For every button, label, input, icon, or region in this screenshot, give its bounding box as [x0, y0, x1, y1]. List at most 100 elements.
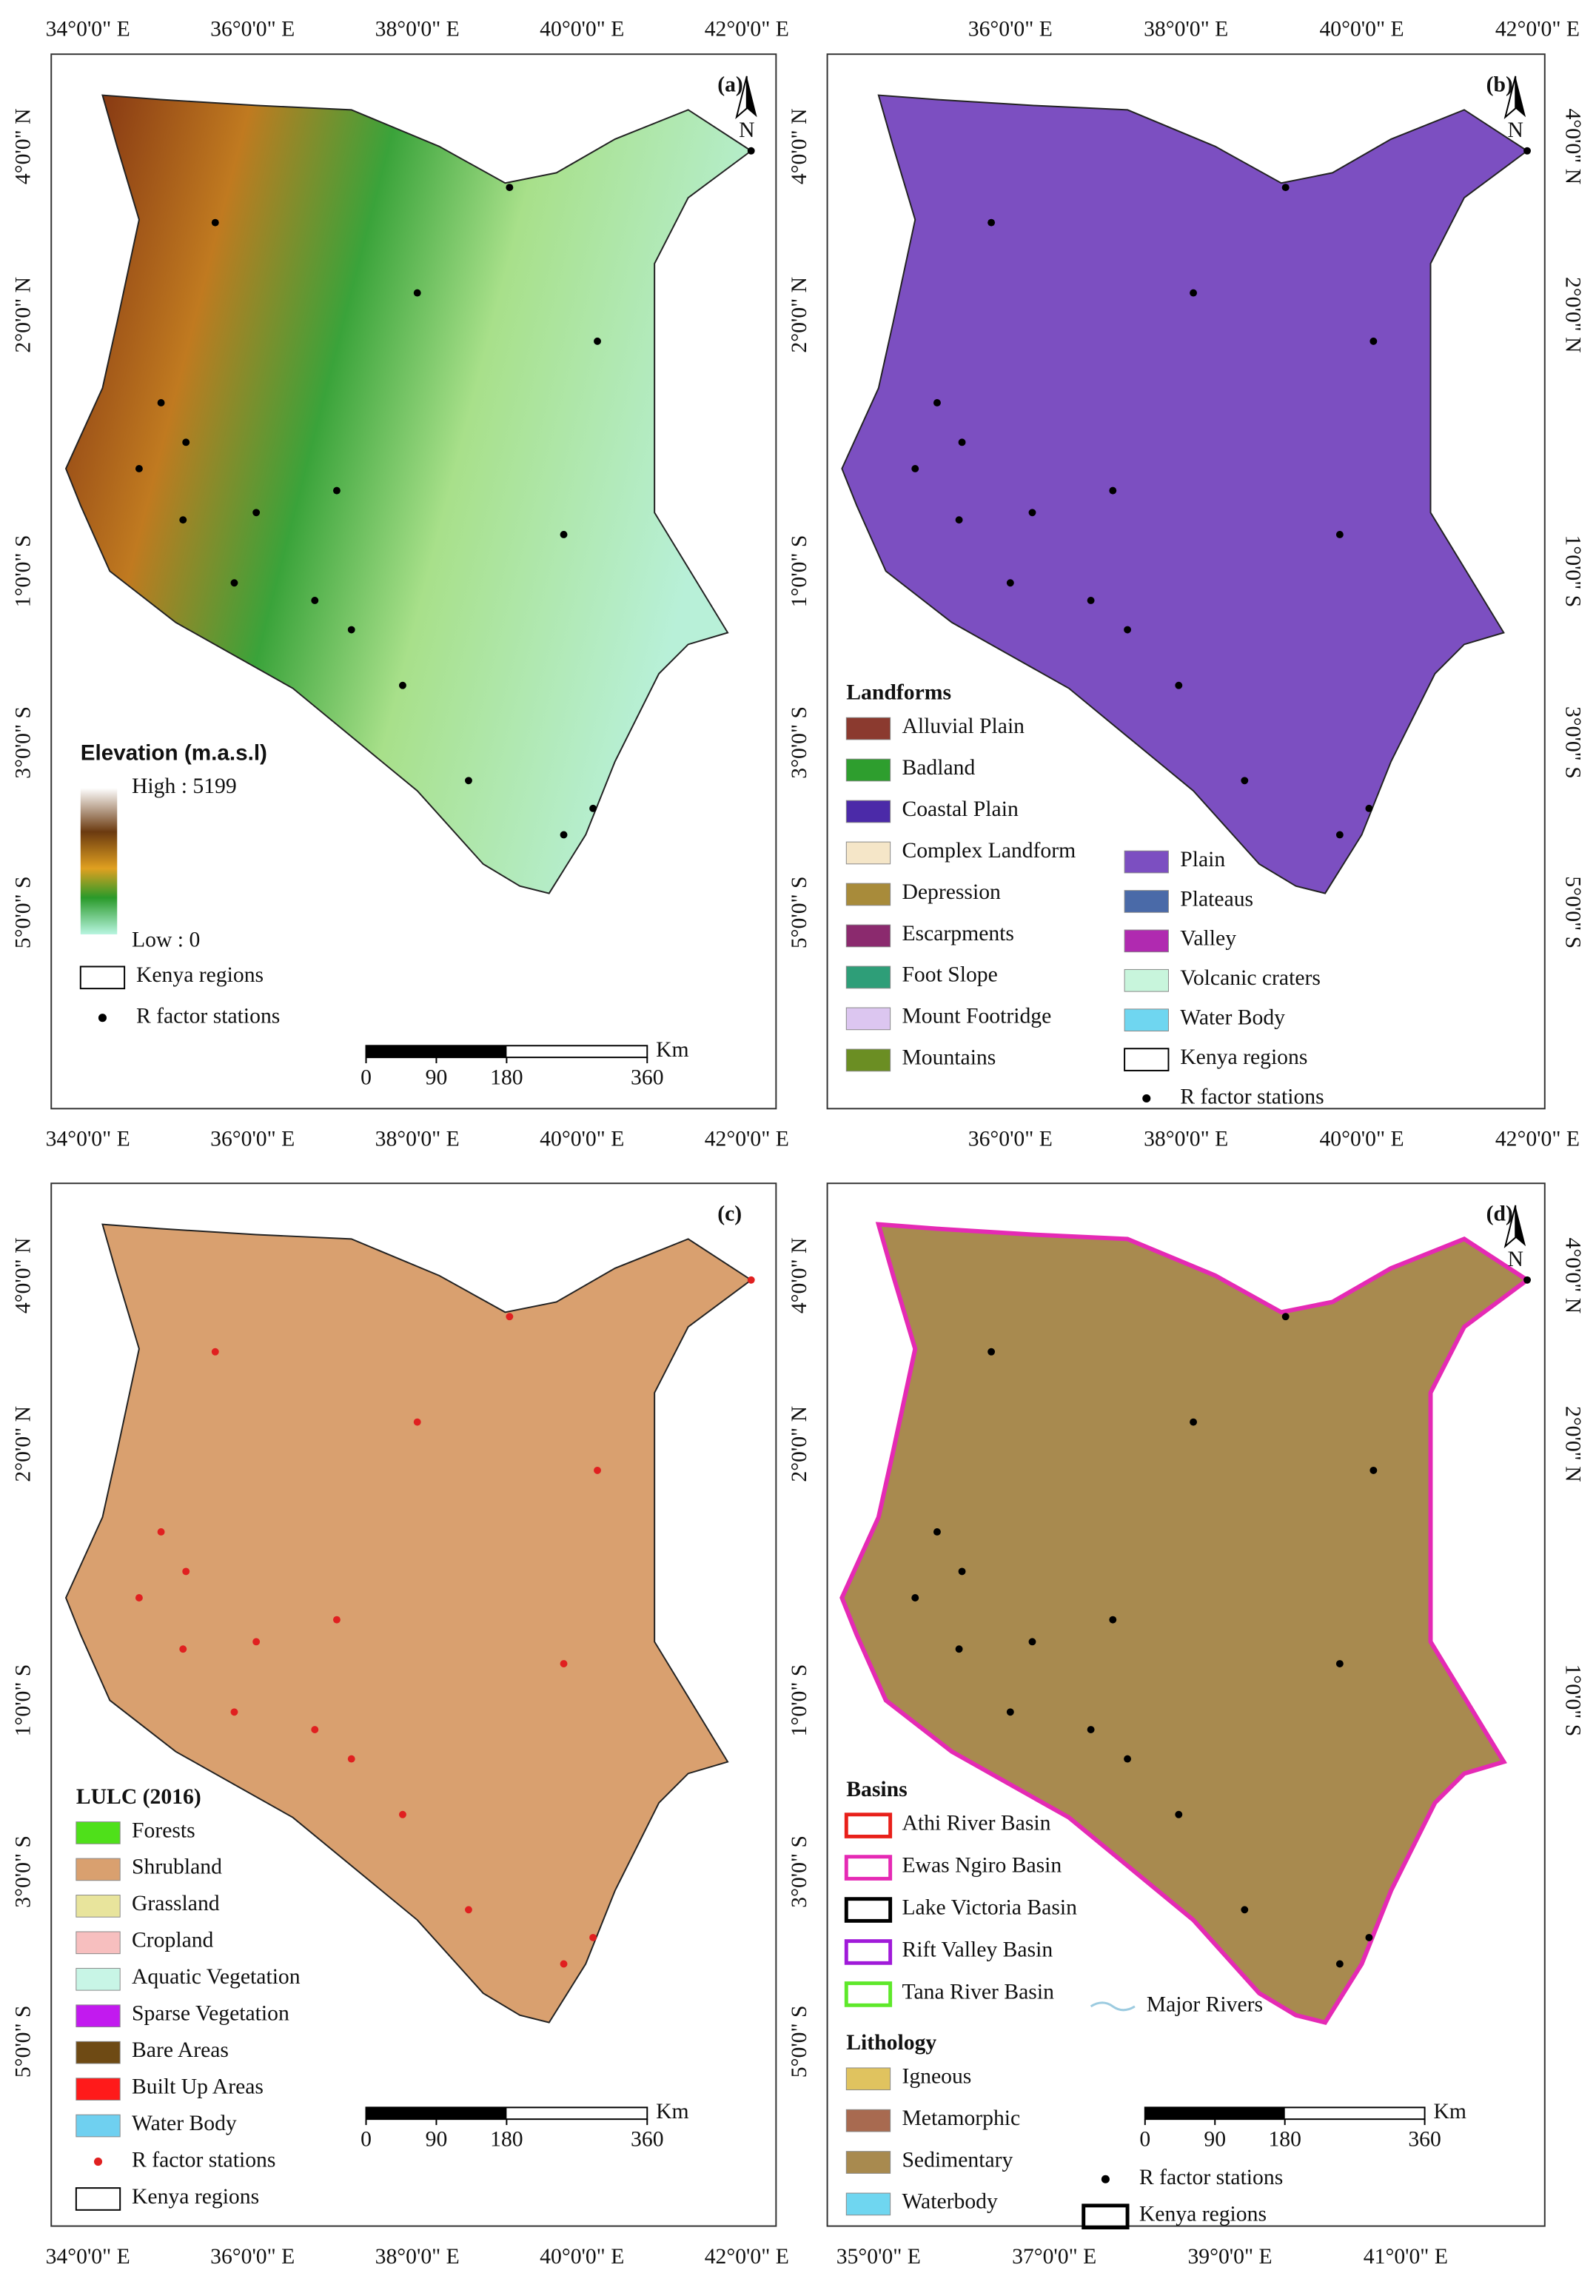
lat-label: 2°0'0" N: [11, 1406, 35, 1482]
legend-label: Major Rivers: [1147, 1993, 1263, 2017]
legend-label: Kenya regions: [136, 963, 264, 987]
legend-swatch: [845, 841, 891, 865]
scale-label: 90: [1204, 2128, 1226, 2152]
lon-label: 36°0'0" E: [210, 17, 295, 41]
lat-label: 4°0'0" N: [1561, 108, 1585, 184]
legend-swatch: [1124, 929, 1169, 953]
legend-swatch: [845, 2109, 891, 2132]
legend-label: Escarpments: [902, 922, 1014, 945]
legend-swatch: [845, 924, 891, 948]
legend-label: Tana River Basin: [902, 1980, 1054, 2004]
legend-label: Cropland: [132, 1929, 214, 1952]
legend-title: Elevation (m.a.s.l): [81, 741, 267, 766]
station-dot: [958, 438, 966, 446]
scale-label: 0: [361, 2128, 372, 2152]
figure-content: (a) N 34°0'0" E 36°0'0" E 38°0'0" E 40°0'0" E…: [11, 17, 1584, 2269]
legend-label: Water Body: [132, 2112, 237, 2135]
lon-label: 40°0'0" E: [540, 17, 624, 41]
lon-label: 34°0'0" E: [46, 2245, 130, 2269]
scale-unit: Km: [656, 1038, 688, 1062]
legend-swatch: [845, 2151, 891, 2174]
legend-label: Plain: [1180, 848, 1225, 871]
station-dot: [182, 438, 190, 446]
lat-label: 2°0'0" N: [1561, 1406, 1585, 1482]
station-dot: [1281, 1313, 1290, 1321]
legend-swatch: [845, 758, 891, 782]
legend-label: Built Up Areas: [132, 2075, 264, 2098]
legend-label: R factor stations: [132, 2148, 275, 2172]
legend-swatch: [76, 2041, 121, 2064]
station-dot: [1335, 1660, 1344, 1667]
legend-swatch: [76, 1895, 121, 1918]
kenya-map: [64, 94, 753, 894]
station-dot: [465, 1906, 472, 1914]
legend-swatch: [844, 1813, 893, 1838]
station-dot: [1006, 1708, 1014, 1716]
station-dot: [988, 218, 996, 227]
lat-label: 1°0'0" S: [1561, 1664, 1585, 1737]
panel-label: (d): [1486, 1202, 1513, 1226]
legend-line: [1090, 2001, 1136, 2012]
legend-label: Lake Victoria Basin: [902, 1895, 1077, 1919]
station-dot: [988, 1348, 996, 1356]
map-panel: (c) 34°0'0" E 36°0'0" E 38°0'0" E 40°0'0" E 4…: [11, 1182, 789, 2269]
legend-swatch: [845, 1048, 891, 1072]
station-dot: [1175, 681, 1183, 689]
station-dot: [211, 1348, 219, 1356]
lat-label: 5°0'0" S: [11, 876, 35, 948]
legend-label: Forests: [132, 1818, 195, 1842]
scale-label: 360: [631, 2128, 663, 2152]
scale-unit: Km: [1433, 2100, 1466, 2123]
station-dot: [911, 1594, 919, 1601]
lon-label: 41°0'0" E: [1364, 2245, 1448, 2269]
station-dot: [179, 516, 187, 524]
legend-label: Mountains: [902, 1046, 996, 1070]
legend-label: Waterbody: [902, 2190, 998, 2214]
station-dot: [1335, 531, 1344, 538]
legend-label: Mount Footridge: [902, 1005, 1051, 1028]
legend-label: Igneous: [902, 2065, 971, 2089]
north-label: N: [1508, 118, 1523, 142]
ramp-low: Low : 0: [132, 928, 200, 952]
legend-swatch: [1124, 850, 1169, 874]
legend-label: Coastal Plain: [902, 797, 1019, 821]
lat-label: 1°0'0" S: [788, 535, 811, 608]
lon-label: 35°0'0" E: [836, 2245, 921, 2269]
lat-label: 3°0'0" S: [788, 706, 811, 779]
station-dot: [560, 1960, 568, 1968]
north-arrow: [1515, 1205, 1526, 1247]
legend-label: Shrubland: [132, 1855, 222, 1879]
station-dot: [311, 597, 319, 604]
station-dot: [135, 465, 143, 472]
station-dot: [933, 1528, 941, 1536]
lon-label: 42°0'0" E: [705, 17, 789, 41]
lon-label: 34°0'0" E: [46, 1128, 130, 1151]
scale-label: 360: [1408, 2128, 1441, 2152]
lon-label: 37°0'0" E: [1012, 2245, 1096, 2269]
legend-label: Bare Areas: [132, 2038, 229, 2062]
lon-label: 40°0'0" E: [540, 1128, 624, 1151]
lon-label: 40°0'0" E: [1319, 1128, 1404, 1151]
map-panel: (d) N 35°0'0" E 37°0'0" E 39°0'0" E 41°0'0" E…: [788, 1182, 1585, 2269]
station-dot: [594, 337, 601, 345]
station-dot: [332, 486, 341, 495]
legend-swatch: [1124, 890, 1169, 913]
legend-label: Valley: [1180, 927, 1236, 951]
station-dot: [347, 626, 355, 634]
lon-label: 38°0'0" E: [1144, 17, 1228, 41]
legend-swatch: [845, 717, 891, 740]
legend-title: LULC (2016): [76, 1785, 201, 1809]
legend-swatch: [76, 1967, 121, 1991]
scale-label: 360: [631, 1066, 663, 1090]
legend-swatch: [1124, 968, 1169, 992]
station-dot: [589, 1933, 597, 1941]
legend-title: Landforms: [846, 680, 951, 704]
map-panel: (a) N 34°0'0" E 36°0'0" E 38°0'0" E 40°0'0" E…: [11, 17, 788, 1151]
legend-label: Ewas Ngiro Basin: [902, 1853, 1062, 1877]
legend-label: Sedimentary: [902, 2148, 1013, 2172]
station-dot: [1028, 1638, 1036, 1646]
scale-label: 180: [490, 2128, 523, 2152]
legend-swatch: [845, 2067, 891, 2091]
station-dot: [1087, 1726, 1095, 1733]
lon-label: 36°0'0" E: [968, 1128, 1053, 1151]
